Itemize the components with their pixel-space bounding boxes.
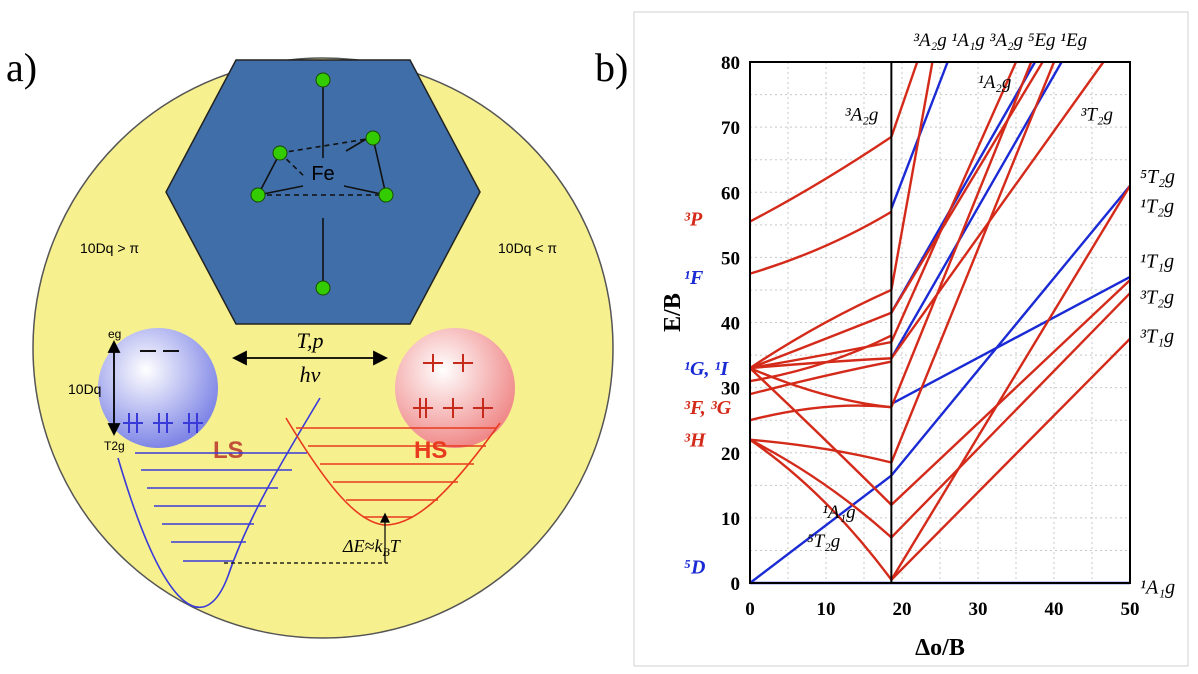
transition-arrow bbox=[231, 350, 389, 366]
energy-level-curve bbox=[890, 61, 1044, 314]
right-term-label: ⁵T₂g bbox=[1140, 166, 1175, 188]
x-tick-label: 50 bbox=[1121, 599, 1140, 620]
energy-level-curve bbox=[890, 337, 1131, 581]
t2g-label: T2g bbox=[104, 439, 125, 453]
y-tick-label: 80 bbox=[721, 53, 740, 74]
hs-vibrational-levels bbox=[296, 427, 496, 518]
energy-level-curve bbox=[749, 474, 893, 584]
axis-ticks: 0 10 20 30 40 50 0 10 20 30 40 50 60 70 80 bbox=[721, 53, 1140, 620]
fe-atom-label: Fe bbox=[311, 163, 334, 185]
eg-label: eg bbox=[108, 327, 121, 341]
energy-level-curve bbox=[749, 367, 893, 506]
left-term-label: ¹F bbox=[684, 267, 704, 289]
transition-bottom-label: hν bbox=[300, 362, 321, 387]
high-field-condition: 10Dq < π bbox=[498, 240, 557, 256]
energy-level-curve bbox=[749, 360, 892, 396]
y-tick-label: 40 bbox=[721, 314, 740, 335]
x-tick-label: 40 bbox=[1045, 599, 1064, 620]
x-tick-label: 20 bbox=[893, 599, 912, 620]
y-tick-label: 30 bbox=[721, 379, 740, 400]
panel-a-diagram: Fe 10Dq > π 10Dq < π eg T2g 10Dq T,p bbox=[32, 57, 614, 639]
right-term-label: ³T₁g bbox=[1140, 326, 1174, 348]
inner-term-label: ¹A₁g bbox=[822, 502, 855, 523]
energy-level-curve bbox=[749, 210, 892, 275]
y-tick-label: 10 bbox=[721, 509, 740, 530]
energy-level-curve bbox=[749, 311, 892, 370]
left-term-label: ⁵D bbox=[684, 557, 705, 579]
energy-level-curve bbox=[890, 292, 1131, 539]
transition-top-label: T,p bbox=[296, 328, 323, 353]
delta-e-arrow bbox=[380, 512, 390, 563]
inner-term-label: ⁵T₂g bbox=[807, 531, 840, 552]
y-axis-label: E/B bbox=[660, 293, 686, 332]
left-term-label: ³H bbox=[684, 430, 707, 452]
low-field-condition: 10Dq > π bbox=[80, 240, 139, 256]
y-tick-label: 70 bbox=[721, 118, 740, 139]
hs-sphere bbox=[395, 328, 515, 448]
ligand-atoms bbox=[250, 72, 394, 296]
term-labels: ³P ¹F ¹G, ¹I ³F, ³G ³H ⁵D ⁵T₂g ¹T₂g ¹T₁g ³T₂g ³T₁g… bbox=[684, 72, 1175, 598]
energy-level-curve bbox=[890, 185, 1132, 581]
octahedral-hexagon bbox=[165, 59, 481, 325]
energy-level-curve bbox=[749, 438, 893, 581]
left-term-label: ¹G, ¹I bbox=[684, 358, 729, 380]
ls-potential-curve bbox=[117, 397, 321, 609]
energy-level-curve bbox=[890, 61, 1018, 343]
energy-level-curve bbox=[749, 438, 893, 539]
split-label: 10Dq bbox=[68, 381, 101, 397]
inner-term-label: ³T₂g bbox=[1081, 105, 1113, 126]
right-term-label: ¹A₁g bbox=[1140, 576, 1175, 598]
y-tick-label: 0 bbox=[731, 574, 741, 595]
energy-level-curve bbox=[890, 61, 1056, 463]
x-axis-label: Δo/B bbox=[915, 635, 965, 661]
energy-level-curve bbox=[749, 340, 892, 370]
delta-e-label: ΔE≈kBT bbox=[342, 536, 402, 559]
inner-term-label: ³A₂g bbox=[845, 105, 878, 126]
y-tick-label: 60 bbox=[721, 183, 740, 204]
energy-level-curve bbox=[749, 438, 892, 464]
energy-level-curve bbox=[749, 334, 892, 383]
right-term-label: ¹T₂g bbox=[1140, 195, 1174, 217]
energy-level-curve bbox=[749, 288, 892, 370]
energy-level-curve bbox=[749, 404, 892, 422]
chart-curves bbox=[749, 61, 1132, 585]
x-tick-label: 0 bbox=[745, 599, 755, 620]
right-term-label: ³T₂g bbox=[1140, 286, 1174, 308]
x-tick-label: 30 bbox=[969, 599, 988, 620]
ls-t2g-levels bbox=[123, 413, 203, 433]
right-term-label: ¹T₁g bbox=[1140, 251, 1174, 273]
top-term-labels: ³A₂g ¹A₁g ³A₂g ⁵Eg ¹Eg bbox=[913, 30, 1087, 51]
left-term-label: ³P bbox=[684, 208, 703, 230]
y-tick-label: 20 bbox=[721, 444, 740, 465]
energy-level-curve bbox=[890, 275, 1131, 405]
energy-level-curve bbox=[890, 61, 934, 291]
y-tick-label: 50 bbox=[721, 248, 740, 269]
ls-label: LS bbox=[213, 437, 244, 464]
hs-levels bbox=[413, 354, 493, 418]
energy-level-curve bbox=[749, 135, 893, 223]
ls-vibrational-levels bbox=[135, 452, 307, 562]
energy-level-curve bbox=[890, 61, 919, 138]
x-tick-label: 10 bbox=[817, 599, 836, 620]
plot-area bbox=[749, 61, 1131, 584]
hs-label: HS bbox=[414, 437, 447, 464]
split-arrow bbox=[107, 339, 121, 437]
chart-frame bbox=[633, 11, 1189, 667]
energy-level-curve bbox=[890, 279, 1131, 506]
inner-term-label: ¹A₂g bbox=[978, 72, 1011, 93]
panel-b-label: b) bbox=[595, 45, 629, 90]
left-term-label: ³F, ³G bbox=[684, 397, 732, 419]
energy-level-curve bbox=[890, 184, 1131, 477]
energy-level-curve bbox=[890, 61, 1105, 360]
panel-a-label: a) bbox=[6, 45, 38, 90]
